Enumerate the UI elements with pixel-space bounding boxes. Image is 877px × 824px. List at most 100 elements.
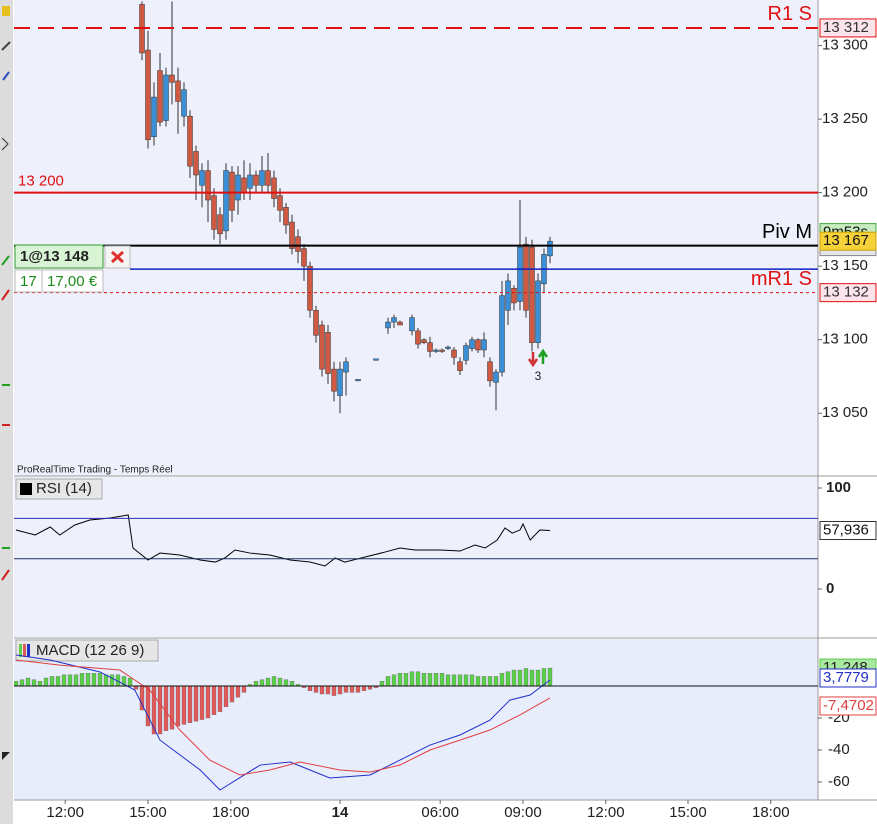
histogram-bar	[157, 685, 163, 735]
histogram-bar	[223, 685, 229, 707]
candle-body	[421, 339, 427, 343]
candle-body	[319, 324, 325, 370]
close-icon	[110, 250, 125, 264]
signal-count: 3	[535, 369, 542, 383]
candle-body	[151, 96, 157, 138]
level-name: Piv M	[762, 221, 812, 243]
histogram-bar	[25, 677, 31, 687]
rsi-title: RSI (14)	[36, 480, 92, 497]
level-name: mR1 S	[751, 268, 812, 290]
candle-body	[301, 248, 307, 267]
candle-body	[283, 207, 289, 226]
tool-icon[interactable]	[1, 255, 10, 266]
candle-body	[181, 89, 187, 117]
candle-body	[433, 349, 439, 352]
histogram-bar	[103, 674, 109, 687]
candle-body	[505, 280, 511, 311]
rsi-last: 57,936	[823, 521, 869, 538]
rsi-icon	[20, 483, 32, 495]
histogram-bar	[289, 681, 295, 687]
histogram-bar	[307, 685, 313, 691]
rsi-header[interactable]	[15, 478, 103, 500]
series-last: 3,7779	[823, 669, 869, 686]
level-value-box	[819, 283, 877, 303]
candle-body	[511, 287, 517, 304]
plot-area	[15, 514, 551, 567]
histogram-bar	[535, 669, 541, 687]
position-box[interactable]	[14, 244, 104, 269]
candle-body	[469, 339, 475, 349]
histogram-bar	[325, 685, 331, 695]
histogram-bar	[331, 685, 337, 696]
tool-icon[interactable]	[1, 137, 9, 151]
rsi-last-box	[819, 520, 877, 540]
candle-body	[199, 170, 205, 186]
histogram-bar	[523, 668, 529, 687]
candle-body	[217, 214, 223, 235]
histogram-bar	[505, 671, 511, 687]
y-tick-label: 13 300	[822, 37, 868, 54]
y-tick-label: 13 150	[822, 257, 868, 274]
candle-body	[463, 345, 469, 361]
histogram-bar	[463, 674, 469, 687]
histogram-bar	[379, 681, 385, 687]
x-tick-label: 18:00	[212, 804, 250, 821]
histogram-bar	[481, 676, 487, 687]
histogram-bar	[493, 676, 499, 687]
histogram-bar	[271, 676, 277, 687]
candle-body	[373, 358, 379, 361]
source-label: ProRealTime Trading - Temps Réel	[17, 465, 173, 476]
tool-icon[interactable]	[1, 289, 10, 301]
histogram-bar	[277, 677, 283, 687]
histogram-bar	[349, 685, 355, 693]
histogram-bar	[529, 669, 535, 687]
histogram-bar	[85, 673, 91, 687]
candle-body	[223, 170, 229, 232]
histogram-bar	[487, 676, 493, 687]
histogram-bar	[457, 674, 463, 687]
histogram-bar	[343, 685, 349, 693]
tool-icon[interactable]	[1, 41, 11, 51]
histogram-bar	[235, 685, 241, 698]
candle-body	[265, 170, 271, 186]
tool-icon[interactable]	[2, 752, 10, 760]
histogram-bar	[511, 669, 517, 687]
y-tick-label: 0	[826, 580, 834, 597]
candle-body	[481, 339, 487, 351]
candle-body	[343, 361, 349, 373]
histogram-bar	[433, 673, 439, 687]
level-label: 13 200	[18, 173, 64, 190]
histogram-bar	[43, 677, 49, 687]
macd-line	[15, 654, 551, 791]
histogram-bar	[55, 676, 61, 687]
macd-header[interactable]	[15, 639, 159, 662]
level-value-box	[819, 18, 877, 38]
histogram-bar	[175, 685, 181, 727]
candle-body	[517, 246, 523, 302]
tool-icon[interactable]	[2, 6, 10, 16]
rsi-panel	[14, 477, 818, 637]
histogram-bar	[403, 673, 409, 687]
histogram-bar	[217, 685, 223, 712]
tool-icon[interactable]	[2, 71, 10, 81]
y-tick-label: 13 250	[822, 110, 868, 127]
y-tick-label: 13 100	[822, 331, 868, 348]
series-last: -7,4702	[823, 697, 874, 714]
histogram-bar	[397, 673, 403, 687]
histogram-bar	[79, 673, 85, 687]
histogram-bar	[211, 685, 217, 715]
last-price-box	[819, 231, 877, 251]
histogram-bar	[193, 685, 199, 722]
toolbar[interactable]	[0, 0, 13, 824]
histogram-bar	[265, 677, 271, 687]
candle-body	[337, 368, 343, 396]
histogram-bar	[337, 685, 343, 695]
candle-body	[391, 317, 397, 323]
candle-body	[493, 371, 499, 383]
candle-body	[235, 174, 241, 201]
candle-body	[427, 342, 433, 352]
candle-body	[487, 361, 493, 382]
candle-body	[259, 170, 265, 186]
histogram-bar	[517, 669, 523, 687]
tool-icon[interactable]	[1, 569, 10, 581]
